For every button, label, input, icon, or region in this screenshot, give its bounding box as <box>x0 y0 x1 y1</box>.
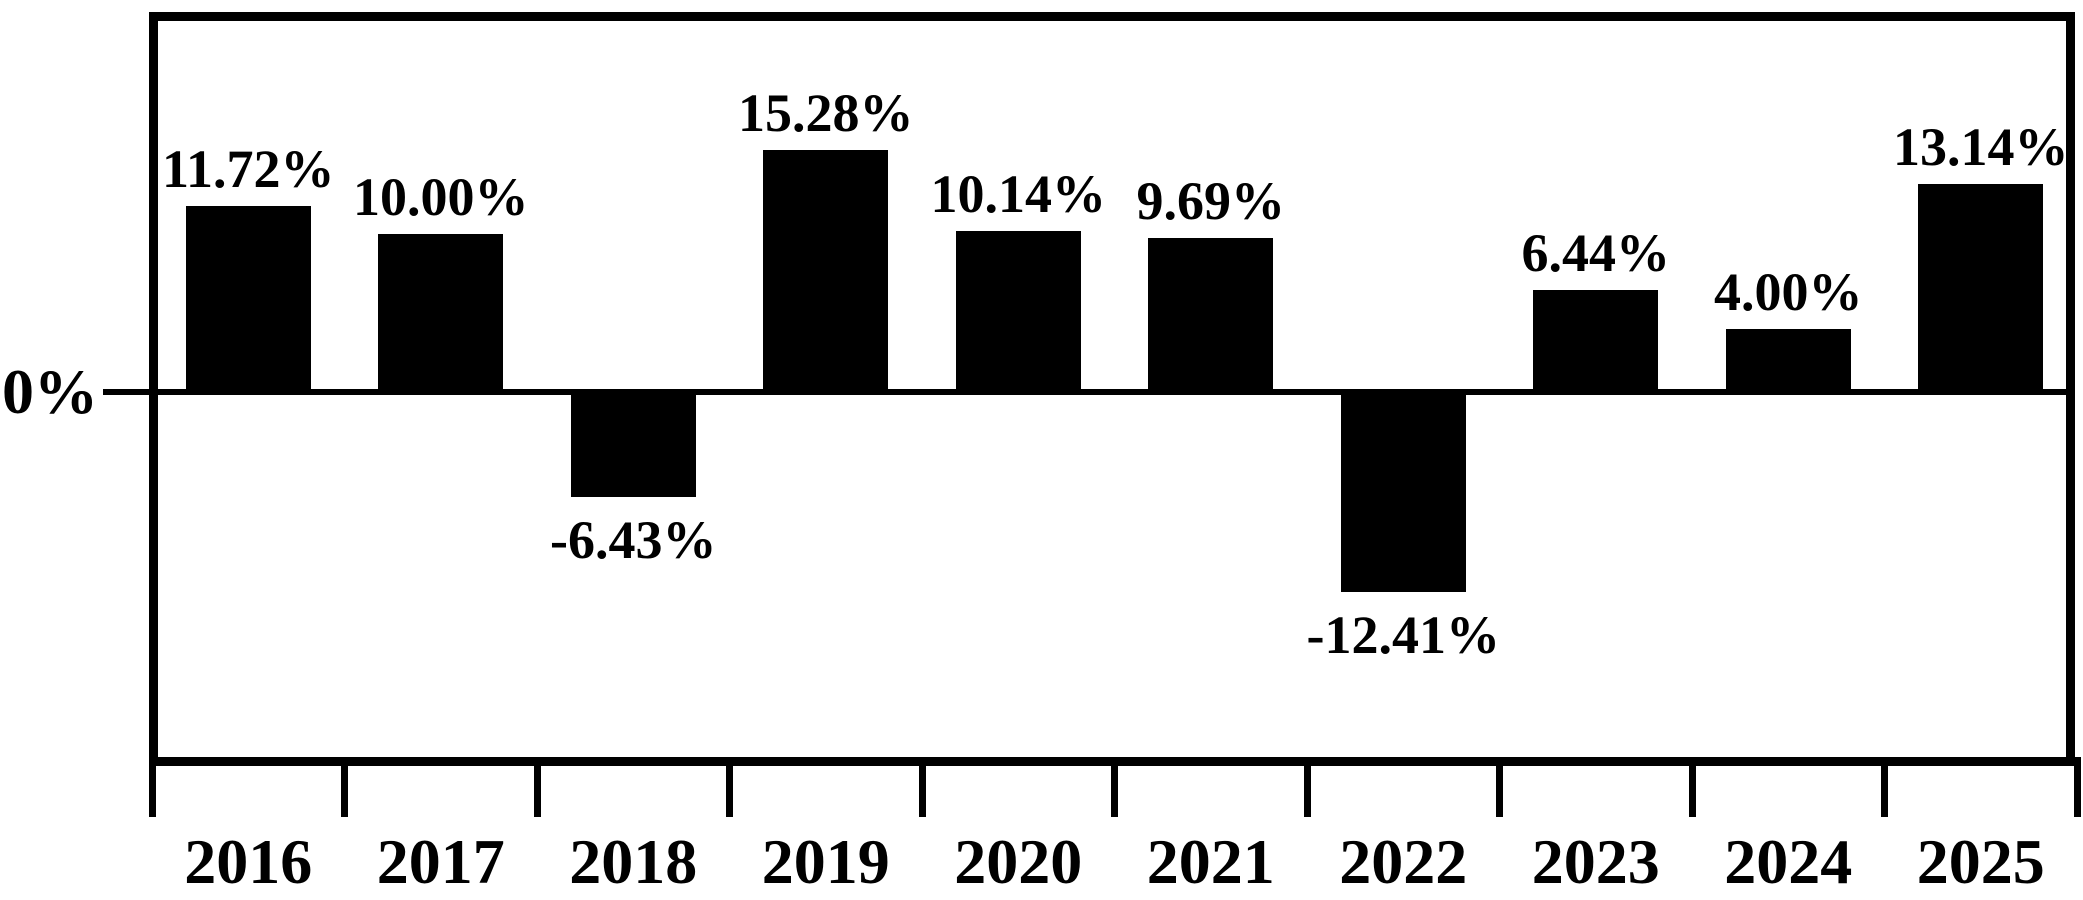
bar-2021 <box>1148 238 1274 395</box>
bar-2025 <box>1918 184 2044 395</box>
bar-value-label-2016: 11.72% <box>161 139 335 199</box>
bar-2019 <box>763 150 889 395</box>
x-axis-label-2019: 2019 <box>761 826 890 897</box>
bar-value-label-2017: 10.00% <box>353 167 529 227</box>
bar-value-label-2019: 15.28% <box>738 83 914 143</box>
x-axis-label-2022: 2022 <box>1339 826 1468 897</box>
x-axis-tick <box>1688 757 1696 817</box>
bar-value-label-2023: 6.44% <box>1521 223 1671 283</box>
x-axis-label-2021: 2021 <box>1146 826 1275 897</box>
bar-value-label-2025: 13.14% <box>1893 117 2069 177</box>
x-axis-label-2020: 2020 <box>954 826 1083 897</box>
x-axis-tick <box>726 757 733 817</box>
x-axis-tick <box>533 757 541 817</box>
x-axis-tick <box>918 757 926 817</box>
bar-2016 <box>185 206 311 395</box>
bar-value-label-2021: 9.69% <box>1136 171 1286 231</box>
bar-2020 <box>955 231 1081 395</box>
bar-2022 <box>1340 392 1466 592</box>
x-axis-label-2025: 2025 <box>1916 826 2045 897</box>
x-axis-tick <box>1303 757 1311 817</box>
bar-value-label-2024: 4.00% <box>1714 262 1863 322</box>
y-axis-zero-label: 0% <box>2 356 98 427</box>
x-axis-tick <box>341 757 348 817</box>
bar-value-label-2020: 10.14% <box>930 164 1107 224</box>
x-axis-label-2024: 2024 <box>1724 826 1853 897</box>
x-axis-label-2018: 2018 <box>569 826 698 897</box>
zero-baseline-line <box>103 389 2066 395</box>
bar-2023 <box>1533 290 1659 395</box>
x-axis-tick <box>148 757 156 817</box>
bar-2018 <box>570 392 696 497</box>
x-axis-label-2023: 2023 <box>1531 826 1660 897</box>
x-axis-tick <box>1111 757 1118 817</box>
bar-value-label-2022: -12.41% <box>1306 605 1500 665</box>
x-axis-tick <box>1881 757 1888 817</box>
x-axis-tick <box>2073 757 2081 817</box>
bar-2017 <box>378 234 504 395</box>
x-axis-label-2016: 2016 <box>184 826 313 897</box>
x-axis-label-2017: 2017 <box>376 826 505 897</box>
bar-value-label-2018: -6.43% <box>550 510 717 570</box>
bar-2024 <box>1725 329 1851 395</box>
x-axis-tick <box>1496 757 1503 817</box>
